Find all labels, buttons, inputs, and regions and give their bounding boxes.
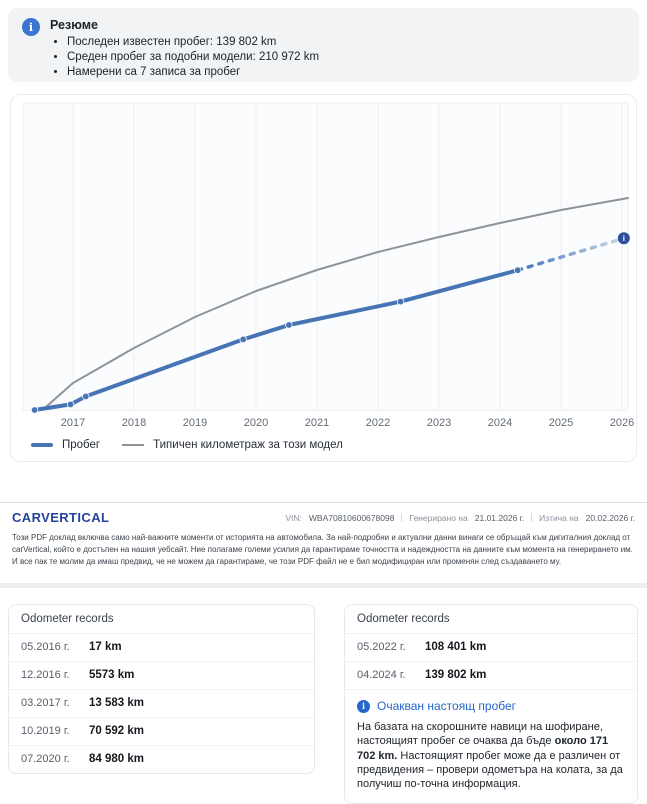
summary-card: Резюме Последен известен пробег: 139 802… (8, 8, 639, 82)
section-divider (0, 583, 647, 588)
meta-separator (531, 513, 533, 522)
record-marker (66, 400, 75, 409)
record-date: 03.2017 г. (21, 697, 70, 709)
legend-label-mileage: Пробег (62, 439, 101, 451)
footer-divider (0, 502, 647, 503)
carvertical-logo: CARVERTICAL (12, 510, 110, 525)
odometer-records-card-2: Odometer records 05.2022 г. 108 401 km 0… (344, 604, 638, 804)
records-section: Odometer records 05.2016 г. 17 km 12.201… (0, 588, 647, 804)
info-icon (22, 18, 40, 36)
expires-label: Изтича на (539, 512, 579, 523)
x-tick-label: 2021 (305, 417, 329, 429)
summary-content: Резюме Последен известен пробег: 139 802… (50, 17, 319, 78)
mileage-chart-card: 2017 2018 2019 2020 2021 2022 2023 2024 2025 2026… (10, 94, 637, 462)
record-value: 17 km (89, 641, 122, 653)
record-value: 108 401 km (425, 641, 487, 653)
record-date: 05.2016 г. (21, 641, 70, 653)
record-value: 139 802 km (425, 669, 487, 681)
legend-item-typical: Типичен километраж за този модел (122, 439, 343, 451)
projected-mileage-line (515, 236, 626, 272)
pdf-disclaimer: Този PDF доклад включва само най-важните… (12, 533, 633, 566)
generated-date: 21.01.2026 г. (474, 512, 525, 523)
expected-mileage-marker-icon (617, 232, 630, 245)
x-tick-label: 2024 (488, 417, 512, 429)
mileage-chart: 2017 2018 2019 2020 2021 2022 2023 2024 2025 2026… (22, 102, 634, 429)
meta-separator (401, 513, 403, 522)
record-marker (514, 266, 522, 274)
record-date: 04.2024 г. (357, 669, 406, 681)
record-marker (285, 321, 293, 329)
summary-bullet-list: Последен известен пробег: 139 802 km Сре… (50, 35, 319, 81)
summary-bullet-average-mileage: Среден пробег за подобни модели: 210 972… (67, 50, 319, 65)
table-row: 04.2024 г. 139 802 km (345, 662, 637, 690)
record-marker (396, 297, 405, 306)
expected-mileage-title: Очакван настоящ пробег (377, 699, 517, 713)
x-tick-label: 2025 (549, 417, 573, 429)
table-row: 05.2016 г. 17 km (9, 634, 314, 662)
table-row: 05.2022 г. 108 401 km (345, 634, 637, 662)
record-marker (30, 406, 39, 414)
record-marker (82, 392, 90, 401)
x-tick-label: 2017 (61, 417, 85, 429)
note-text-after: Настоящият пробег може да е различен от … (357, 749, 623, 791)
legend-label-typical: Типичен километраж за този модел (153, 439, 343, 451)
expected-mileage-text: На базата на скорошните навици на шофира… (357, 720, 625, 791)
odometer-records-card-1: Odometer records 05.2016 г. 17 km 12.201… (8, 604, 315, 774)
records-card-title: Odometer records (9, 605, 314, 634)
x-tick-label: 2018 (122, 417, 146, 429)
table-row: 12.2016 г. 5573 km (9, 662, 314, 690)
x-tick-label: 2020 (244, 417, 268, 429)
generated-label: Генерирано на (409, 512, 468, 523)
chart-legend: Пробег Типичен километраж за този модел (31, 439, 343, 451)
x-tick-label: 2023 (427, 417, 451, 429)
record-date: 07.2020 г. (21, 753, 70, 765)
x-tick-label: 2022 (366, 417, 390, 429)
record-value: 5573 km (89, 669, 135, 681)
vin-label: VIN: (285, 512, 302, 523)
note-text-before: На базата на скорошните навици на шофира… (357, 721, 603, 748)
expected-mileage-note: Очакван настоящ пробег На базата на скор… (345, 690, 637, 803)
table-row: 07.2020 г. 84 980 km (9, 746, 314, 773)
record-date: 05.2022 г. (357, 641, 406, 653)
x-tick-label: 2026 (610, 417, 634, 429)
table-row: 03.2017 г. 13 583 km (9, 690, 314, 718)
expected-mileage-title-row: Очакван настоящ пробег (357, 699, 625, 713)
record-value: 70 592 km (89, 725, 144, 737)
note-text-bold: около 171 702 km. (357, 735, 609, 762)
record-value: 84 980 km (89, 753, 144, 765)
typical-line-swatch-icon (122, 444, 145, 446)
summary-bullet-records-count: Намерени са 7 записа за пробег (67, 65, 319, 80)
table-row: 10.2019 г. 70 592 km (9, 718, 314, 746)
plot-area (22, 102, 629, 411)
report-meta: VIN: WBA70810600678098 Генерирано на 21.… (285, 513, 635, 523)
expires-date: 20.02.2026 г. (585, 512, 635, 523)
mileage-line-swatch-icon (31, 443, 53, 447)
info-icon (357, 699, 370, 713)
record-value: 13 583 km (89, 697, 144, 709)
summary-bullet-last-mileage: Последен известен пробег: 139 802 km (67, 35, 319, 50)
footer-row: CARVERTICAL VIN: WBA70810600678098 Генер… (0, 503, 647, 527)
record-date: 12.2016 г. (21, 669, 70, 681)
record-date: 10.2019 г. (21, 725, 70, 737)
legend-item-mileage: Пробег (31, 439, 100, 451)
records-card-title: Odometer records (345, 605, 637, 634)
record-marker (239, 335, 247, 344)
info-icon: i (623, 234, 625, 243)
vin-value: WBA70810600678098 (308, 512, 395, 523)
summary-title: Резюме (50, 18, 98, 32)
x-tick-label: 2019 (183, 417, 207, 429)
typical-mileage-line (41, 197, 630, 411)
